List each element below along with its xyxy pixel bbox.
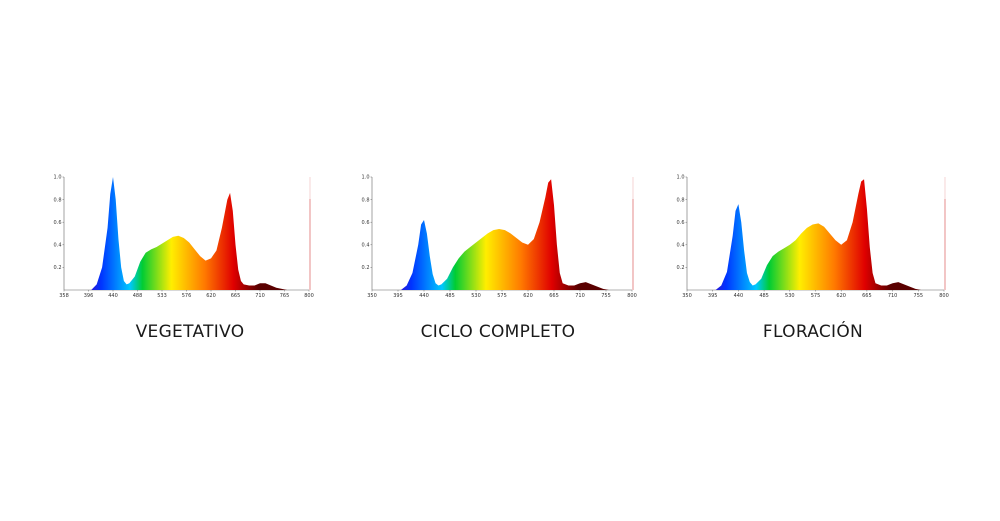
x-tick-label: 800 xyxy=(939,293,949,299)
x-tick-label: 575 xyxy=(811,293,821,299)
x-tick-label: 358 xyxy=(59,293,69,299)
x-tick-label: 576 xyxy=(182,293,192,299)
x-tick-label: 350 xyxy=(682,293,692,299)
spectrum-area xyxy=(687,179,944,290)
x-tick-label: 350 xyxy=(367,293,377,299)
y-tick-label: 0.4 xyxy=(677,243,685,249)
x-tick-label: 665 xyxy=(862,293,872,299)
y-tick-label: 1.0 xyxy=(677,175,685,181)
x-tick-label: 395 xyxy=(393,293,403,299)
y-tick-label: 0.8 xyxy=(677,197,685,203)
x-tick-label: 575 xyxy=(497,293,507,299)
x-tick-label: 488 xyxy=(133,293,143,299)
chart-ciclo-completo: 1.0 0.8 0.6 0.4 0.2 350 395 440 485 530 575 620 665 7… xyxy=(362,170,637,360)
x-tick-label: 440 xyxy=(108,293,118,299)
x-tick-label: 710 xyxy=(575,293,585,299)
y-tick-label: 1.0 xyxy=(362,175,370,181)
x-tick-label: 485 xyxy=(445,293,455,299)
caption-ciclo-completo: CICLO COMPLETO xyxy=(420,322,576,342)
spectrum-chart-vegetativo: 1.0 0.8 0.6 0.4 0.2 358 396 440 488 533 576 620 665 7… xyxy=(54,175,314,299)
x-tick-label: 755 xyxy=(601,293,611,299)
x-tick-label: 620 xyxy=(836,293,846,299)
y-tick-label: 0.2 xyxy=(54,265,62,271)
x-tick-label: 396 xyxy=(84,293,94,299)
y-tick-label: 0.4 xyxy=(54,243,62,249)
y-tick-label: 0.8 xyxy=(362,197,370,203)
x-tick-label: 665 xyxy=(549,293,559,299)
x-tick-label: 800 xyxy=(627,293,637,299)
spectrum-area xyxy=(64,177,309,290)
y-tick-label: 0.2 xyxy=(677,265,685,271)
x-tick-label: 765 xyxy=(280,293,290,299)
spectrum-chart-floracion: 1.0 0.8 0.6 0.4 0.2 350 395 440 485 530 575 620 665 7… xyxy=(677,175,949,299)
x-tick-label: 710 xyxy=(255,293,265,299)
caption-floracion: FLORACIÓN xyxy=(762,322,864,342)
y-tick-label: 0.2 xyxy=(362,265,370,271)
x-tick-label: 485 xyxy=(759,293,769,299)
chart-vegetativo: 1.0 0.8 0.6 0.4 0.2 358 396 440 488 533 576 620 665 7… xyxy=(54,170,325,360)
y-tick-label: 0.6 xyxy=(362,220,370,226)
y-tick-label: 0.6 xyxy=(54,220,62,226)
x-tick-label: 533 xyxy=(157,293,167,299)
caption-vegetativo: VEGETATIVO xyxy=(135,322,245,342)
x-tick-label: 665 xyxy=(231,293,241,299)
chart-floracion: 1.0 0.8 0.6 0.4 0.2 350 395 440 485 530 575 620 665 7… xyxy=(677,170,949,360)
x-tick-label: 710 xyxy=(888,293,898,299)
x-tick-label: 395 xyxy=(708,293,718,299)
x-tick-label: 530 xyxy=(471,293,481,299)
spectrum-area xyxy=(372,179,632,290)
x-tick-label: 755 xyxy=(914,293,924,299)
x-tick-label: 530 xyxy=(785,293,795,299)
x-tick-label: 440 xyxy=(419,293,429,299)
y-tick-label: 1.0 xyxy=(54,175,62,181)
y-tick-label: 0.6 xyxy=(677,220,685,226)
x-tick-label: 620 xyxy=(523,293,533,299)
y-tick-label: 0.8 xyxy=(54,197,62,203)
x-tick-label: 440 xyxy=(734,293,744,299)
y-tick-label: 0.4 xyxy=(362,243,370,249)
x-tick-label: 620 xyxy=(206,293,216,299)
spectrum-chart-ciclo-completo: 1.0 0.8 0.6 0.4 0.2 350 395 440 485 530 575 620 665 7… xyxy=(362,175,637,299)
x-tick-label: 800 xyxy=(304,293,314,299)
